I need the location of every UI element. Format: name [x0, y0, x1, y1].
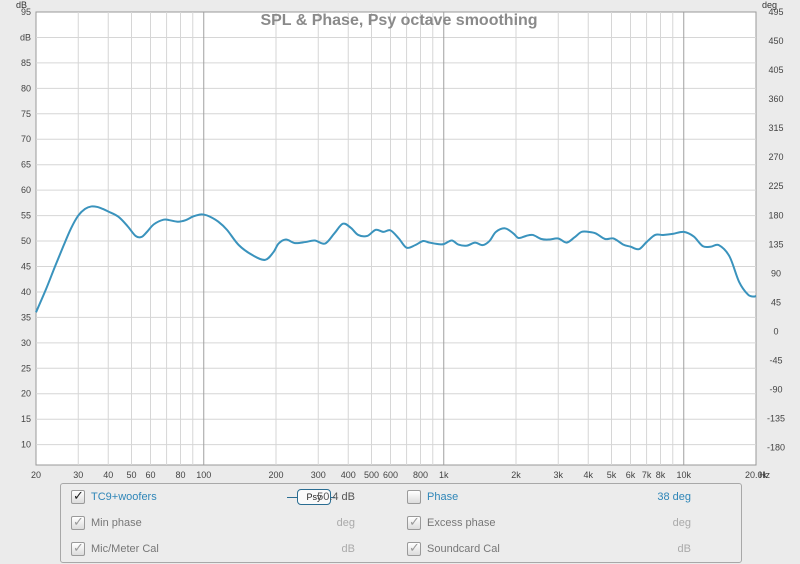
x-tick-label: 7k	[642, 470, 652, 480]
phase-label: Phase	[427, 491, 459, 503]
y-left-tick-label: 80	[21, 83, 31, 93]
soundcard-cal-label: Soundcard Cal	[427, 543, 500, 555]
y-right-tick-label: -180	[767, 443, 785, 453]
x-tick-label: 1k	[439, 470, 449, 480]
y-left-unit: dB	[16, 0, 27, 10]
x-tick-label: 30	[73, 470, 83, 480]
min-phase-checkbox[interactable]: ✓	[71, 514, 85, 530]
y-left-tick-label: 75	[21, 109, 31, 119]
excess-phase-checkbox[interactable]: ✓	[407, 514, 421, 530]
y-left-tick-label: 10	[21, 440, 31, 450]
x-tick-label: 800	[413, 470, 428, 480]
mic-meter-cal-label: Mic/Meter Cal	[91, 543, 159, 555]
y-right-tick-label: 495	[768, 7, 783, 17]
x-tick-label: 60	[146, 470, 156, 480]
legend-row-spl: ✓ TC9+woofers Psy 50.4 dB Phase 38 deg	[61, 486, 741, 508]
spl-label: TC9+woofers	[91, 491, 157, 503]
mic-meter-cal-checkbox[interactable]: ✓	[71, 540, 85, 556]
spl-checkbox[interactable]: ✓	[71, 488, 85, 504]
min-phase-value: deg	[336, 517, 355, 529]
y-right-tick-label: -90	[769, 385, 782, 395]
x-tick-label: 3k	[554, 470, 564, 480]
mic-meter-cal-value: dB	[341, 543, 355, 555]
psy-smoothing-button[interactable]: Psy	[297, 489, 331, 505]
y-left-tick-label: 70	[21, 134, 31, 144]
x-tick-label: 10k	[676, 470, 691, 480]
y-left-tick-label: 20	[21, 389, 31, 399]
grid-minor	[36, 12, 756, 465]
check-icon: ✓	[409, 540, 420, 555]
check-icon: ✓	[409, 514, 420, 529]
y-left-tick-label: 45	[21, 261, 31, 271]
x-tick-label: 100	[196, 470, 211, 480]
legend-panel: ✓ TC9+woofers Psy 50.4 dB Phase 38 deg ✓…	[60, 483, 742, 563]
y-left-tick-label: 15	[21, 414, 31, 424]
x-tick-label: 5k	[607, 470, 617, 480]
y-right-tick-label: 360	[768, 94, 783, 104]
series-line-tc9-woofers	[35, 205, 757, 313]
phase-checkbox[interactable]	[407, 490, 421, 504]
chart-title: SPL & Phase, Psy octave smoothing	[260, 12, 537, 29]
y-right-tick-label: -135	[767, 414, 785, 424]
x-tick-label: 300	[311, 470, 326, 480]
x-tick-label: 200	[268, 470, 283, 480]
x-tick-label: 2k	[511, 470, 521, 480]
x-tick-label: 20	[31, 470, 41, 480]
grid-major	[203, 12, 685, 465]
x-tick-label: 500	[364, 470, 379, 480]
y-left-tick-label: 60	[21, 185, 31, 195]
x-tick-label: 4k	[583, 470, 593, 480]
min-phase-label: Min phase	[91, 517, 142, 529]
y-left-tick-label: dB	[20, 32, 31, 42]
y-right-tick-label: 135	[768, 239, 783, 249]
spl-value: 50.4 dB	[317, 491, 355, 503]
y-left-tick-label: 30	[21, 338, 31, 348]
y-left-tick-label: 40	[21, 287, 31, 297]
y-right-tick-label: 450	[768, 36, 783, 46]
y-left-tick-labels: 10 15 20 25 30 35 40 45 50 55 60 65 70 75 80 85 dB 95	[20, 7, 31, 450]
check-icon: ✓	[73, 488, 84, 503]
y-right-tick-label: 45	[771, 297, 781, 307]
y-right-tick-label: 90	[771, 268, 781, 278]
y-left-tick-label: 50	[21, 236, 31, 246]
soundcard-cal-checkbox[interactable]: ✓	[407, 540, 421, 556]
y-left-tick-label: 65	[21, 160, 31, 170]
x-tick-label: 8k	[656, 470, 666, 480]
check-icon: ✓	[73, 514, 84, 529]
legend-row-cal: ✓ Mic/Meter Cal dB ✓ Soundcard Cal dB	[61, 538, 741, 560]
y-right-tick-label: -45	[769, 355, 782, 365]
excess-phase-value: deg	[672, 517, 691, 529]
y-right-unit: deg	[762, 0, 777, 10]
y-right-tick-label: 180	[768, 210, 783, 220]
x-tick-label: 50	[126, 470, 136, 480]
x-tick-label: 6k	[626, 470, 636, 480]
x-tick-label: 400	[341, 470, 356, 480]
x-tick-labels: 20 30 40 50 60 80 100 200 300 400 500 600 800 1k 2k 3k 4…	[31, 470, 768, 480]
y-right-tick-labels: -180 -135 -90 -45 0 45 90 135 180 225 270 315 360 405…	[767, 7, 785, 453]
x-tick-label: 80	[175, 470, 185, 480]
check-icon: ✓	[73, 540, 84, 555]
phase-value: 38 deg	[657, 491, 691, 503]
y-right-tick-label: 315	[768, 123, 783, 133]
x-tick-label: 600	[383, 470, 398, 480]
x-unit: Hz	[759, 470, 770, 480]
y-left-tick-label: 35	[21, 312, 31, 322]
y-left-tick-label: 55	[21, 211, 31, 221]
y-left-tick-label: 85	[21, 58, 31, 68]
y-right-tick-label: 405	[768, 65, 783, 75]
soundcard-cal-value: dB	[677, 543, 691, 555]
excess-phase-label: Excess phase	[427, 517, 496, 529]
y-right-tick-label: 225	[768, 181, 783, 191]
y-left-tick-label: 95	[21, 7, 31, 17]
y-right-tick-label: 0	[773, 326, 778, 336]
y-left-tick-label: 25	[21, 363, 31, 373]
y-right-tick-label: 270	[768, 152, 783, 162]
x-tick-label: 40	[103, 470, 113, 480]
legend-row-min-phase: ✓ Min phase deg ✓ Excess phase deg	[61, 512, 741, 534]
x-tick-label: 20.0k	[745, 470, 768, 480]
plot-background	[35, 11, 757, 466]
